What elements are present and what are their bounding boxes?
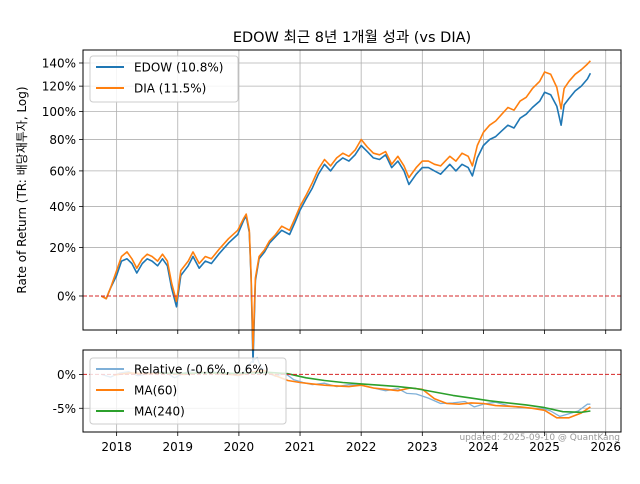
bottom-x-ticks: 2018 2019 2020 2021 2022 2023 2024 2025 2026 [101,432,621,454]
x-tick-label-2020: 2020 [224,440,255,454]
top-y-ticks: 0% 20% 40% 60% 80% 100% 120% 140% [42,56,83,303]
y-tick-label-60: 60% [49,164,76,178]
y-tick-label-40: 40% [49,200,76,214]
watermark-text: updated: 2025-09-10 @ QuantKang [459,433,620,443]
y-axis-label: Rate of Return (TR: 배당재투자, Log) [15,86,29,293]
x-tick-label-2024: 2024 [468,440,499,454]
x-tick-label-2019: 2019 [162,440,193,454]
y-tick-label-20: 20% [49,241,76,255]
bottom-y-tick-label-0-0: 0% [57,368,76,382]
top-series-layer [83,60,621,363]
y-tick-label-120: 120% [42,80,76,94]
top-legend: EDOW (10.8%) DIA (11.5%) [89,55,239,103]
bottom-legend-box [89,357,287,425]
y-tick-label-100: 100% [42,105,76,119]
y-tick-label-80: 80% [49,133,76,147]
top-x-ticks [116,330,607,334]
x-tick-label-2021: 2021 [285,440,316,454]
y-tick-label-0: 0% [57,289,76,303]
bottom-legend: Relative (-0.6%, 0.6%) MA(60) MA(240) [89,357,287,425]
bottom-y-tick-label-5-1: -5% [53,402,76,416]
series-line-dia-11-5 [100,60,591,350]
legend-label-ma240: MA(240) [134,405,185,419]
chart-title: EDOW 최근 8년 1개월 성과 (vs DIA) [233,29,471,46]
legend-label-ma60: MA(60) [134,384,177,398]
bottom-plot-frame [82,349,622,433]
top-legend-box [89,55,239,103]
bottom-y-ticks: 0% -5% [53,368,83,416]
x-tick-label-2026: 2026 [590,440,621,454]
legend-label-dia: DIA (11.5%) [134,82,206,96]
x-tick-label-2025: 2025 [529,440,560,454]
top-plot-frame [82,49,622,331]
y-tick-label-140: 140% [42,56,76,70]
series-line-edow-10-8 [100,72,592,363]
legend-label-relative: Relative (-0.6%, 0.6%) [134,363,269,377]
x-tick-label-2022: 2022 [346,440,377,454]
legend-label-edow: EDOW (10.8%) [134,61,223,75]
top-grid [83,50,621,330]
x-tick-label-2018: 2018 [101,440,132,454]
x-tick-label-2023: 2023 [407,440,438,454]
